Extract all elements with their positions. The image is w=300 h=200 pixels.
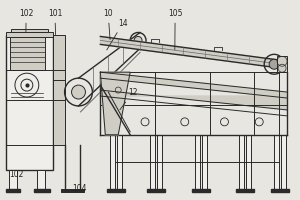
Bar	[239, 135, 244, 189]
Bar	[10, 37, 45, 70]
Text: 10: 10	[103, 9, 113, 40]
Text: 101: 101	[48, 9, 62, 35]
Bar	[195, 135, 200, 189]
Polygon shape	[100, 36, 281, 68]
Bar	[277, 56, 287, 72]
Bar	[157, 135, 162, 189]
Text: 104: 104	[73, 181, 87, 193]
Text: 14: 14	[107, 19, 128, 50]
Bar	[34, 189, 50, 192]
Bar	[6, 35, 53, 170]
Bar	[61, 189, 85, 192]
Bar	[147, 189, 165, 192]
Bar	[6, 32, 53, 37]
Bar	[107, 189, 125, 192]
Bar	[236, 189, 254, 192]
Bar	[11, 28, 48, 32]
Polygon shape	[100, 72, 130, 135]
Bar	[6, 189, 20, 192]
Polygon shape	[100, 90, 287, 110]
Text: 105: 105	[168, 9, 182, 50]
Bar	[110, 135, 115, 189]
Bar	[281, 135, 286, 189]
Circle shape	[269, 59, 279, 69]
Circle shape	[71, 85, 85, 99]
Bar	[37, 170, 45, 189]
Bar	[271, 189, 289, 192]
Bar	[117, 135, 122, 189]
Bar	[150, 135, 155, 189]
Bar	[202, 135, 207, 189]
Bar	[53, 35, 64, 145]
Bar	[246, 135, 251, 189]
Bar	[192, 189, 210, 192]
Text: 102: 102	[9, 170, 23, 179]
Bar	[9, 170, 17, 189]
Circle shape	[134, 36, 142, 44]
Text: 102: 102	[19, 9, 33, 33]
Text: 12: 12	[120, 88, 138, 110]
Bar	[274, 135, 279, 189]
Polygon shape	[100, 72, 287, 98]
